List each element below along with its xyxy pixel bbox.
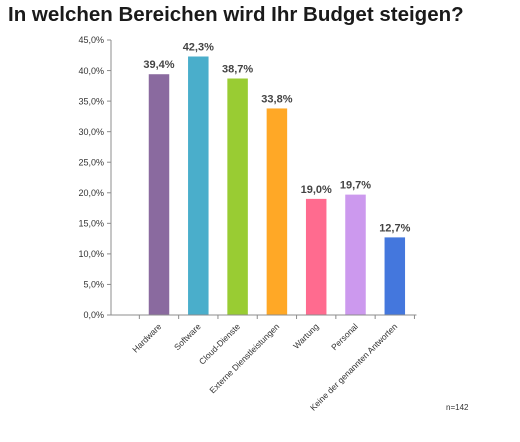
bar-value-label: 39,4%: [143, 59, 174, 71]
chart-title: In welchen Bereichen wird Ihr Budget ste…: [8, 3, 464, 26]
bar-value-label: 33,8%: [261, 93, 292, 105]
x-tick-label: Keine der genannten Antworten: [308, 321, 399, 412]
x-tick-label: Externe Dienstleistungen: [207, 321, 281, 395]
y-tick-label: 10,0%: [78, 249, 104, 259]
x-tick-label: Software: [172, 321, 203, 352]
sample-size-note: n=142: [446, 403, 469, 412]
bar-value-label: 42,3%: [183, 42, 214, 54]
x-tick-label: Hardware: [130, 321, 163, 354]
y-tick-label: 0,0%: [83, 310, 104, 320]
x-tick-label: Wartung: [291, 321, 321, 351]
bar: [148, 74, 170, 315]
y-tick-label: 35,0%: [78, 96, 104, 106]
y-tick-label: 45,0%: [78, 35, 104, 45]
y-tick-label: 20,0%: [78, 188, 104, 198]
bar: [188, 56, 209, 315]
bar: [227, 78, 248, 315]
y-tick-label: 40,0%: [78, 66, 104, 76]
y-tick-label: 30,0%: [78, 127, 104, 137]
bar: [345, 194, 366, 315]
bar-value-label: 12,7%: [379, 222, 410, 234]
y-tick-label: 5,0%: [83, 280, 104, 290]
bar-value-label: 19,7%: [340, 180, 371, 192]
bar-value-label: 38,7%: [222, 64, 253, 76]
bar: [305, 198, 327, 315]
y-tick-label: 25,0%: [78, 157, 104, 167]
bar: [266, 108, 288, 315]
x-tick-label: Personal: [329, 321, 360, 352]
bar: [384, 237, 406, 315]
bar-value-label: 19,0%: [301, 184, 332, 196]
y-tick-label: 15,0%: [78, 219, 104, 229]
